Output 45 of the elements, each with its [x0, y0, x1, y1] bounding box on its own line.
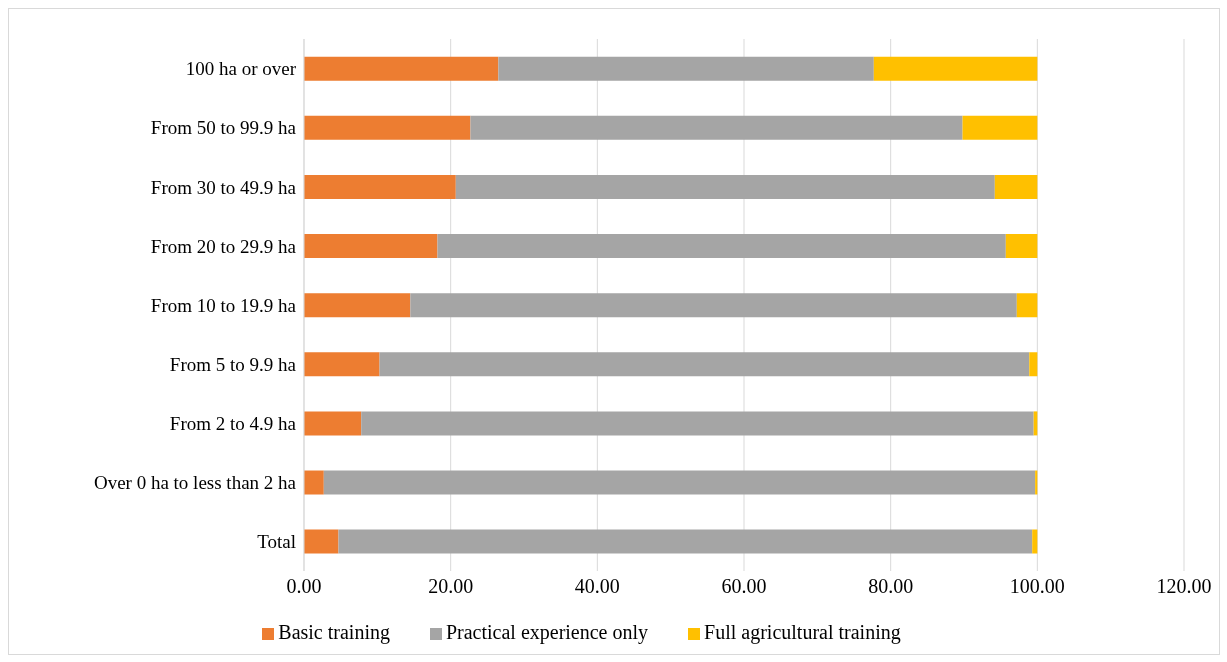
- y-tick-label: From 2 to 4.9 ha: [169, 412, 297, 434]
- bar: [470, 115, 963, 140]
- bar: [304, 529, 339, 554]
- bar: [304, 470, 324, 495]
- bar: [304, 293, 411, 318]
- y-tick-label: From 30 to 49.9 ha: [150, 176, 297, 198]
- legend-label: Basic training: [278, 621, 390, 643]
- x-tick-label: 120.00: [1156, 575, 1212, 598]
- x-tick-label: 100.00: [1009, 575, 1065, 598]
- bar: [1016, 293, 1038, 318]
- bar: [994, 174, 1038, 199]
- y-tick-label: Total: [257, 531, 296, 553]
- bar: [304, 234, 438, 259]
- bar: [410, 293, 1017, 318]
- bar: [1035, 470, 1038, 495]
- bar: [323, 470, 1036, 495]
- y-tick-label: From 50 to 99.9 ha: [150, 117, 297, 139]
- legend-label: Full agricultural training: [704, 621, 901, 643]
- x-tick-label: 60.00: [721, 575, 767, 598]
- x-tick-label: 0.00: [286, 575, 322, 598]
- bar: [455, 174, 995, 199]
- bar: [1032, 529, 1038, 554]
- bar: [304, 411, 362, 436]
- bar: [361, 411, 1034, 436]
- bar: [304, 56, 499, 81]
- y-tick-label: From 10 to 19.9 ha: [150, 294, 297, 316]
- y-tick-label: From 5 to 9.9 ha: [169, 353, 297, 375]
- bar: [304, 115, 471, 140]
- y-tick-label: From 20 to 29.9 ha: [150, 235, 297, 257]
- x-tick-label: 20.00: [428, 575, 474, 598]
- bar: [1005, 234, 1038, 259]
- y-tick-label: Over 0 ha to less than 2 ha: [93, 472, 297, 494]
- legend-label: Practical experience only: [445, 621, 649, 643]
- y-tick-label: 100 ha or over: [185, 58, 297, 80]
- bar: [338, 529, 1033, 554]
- x-tick-label: 80.00: [868, 575, 914, 598]
- bar: [379, 352, 1030, 377]
- bar: [1029, 352, 1038, 377]
- bar: [962, 115, 1038, 140]
- bar: [873, 56, 1038, 81]
- bar: [304, 352, 380, 377]
- bar: [304, 174, 456, 199]
- bar: [498, 56, 874, 81]
- bar: [437, 234, 1006, 259]
- x-tick-label: 40.00: [574, 575, 620, 598]
